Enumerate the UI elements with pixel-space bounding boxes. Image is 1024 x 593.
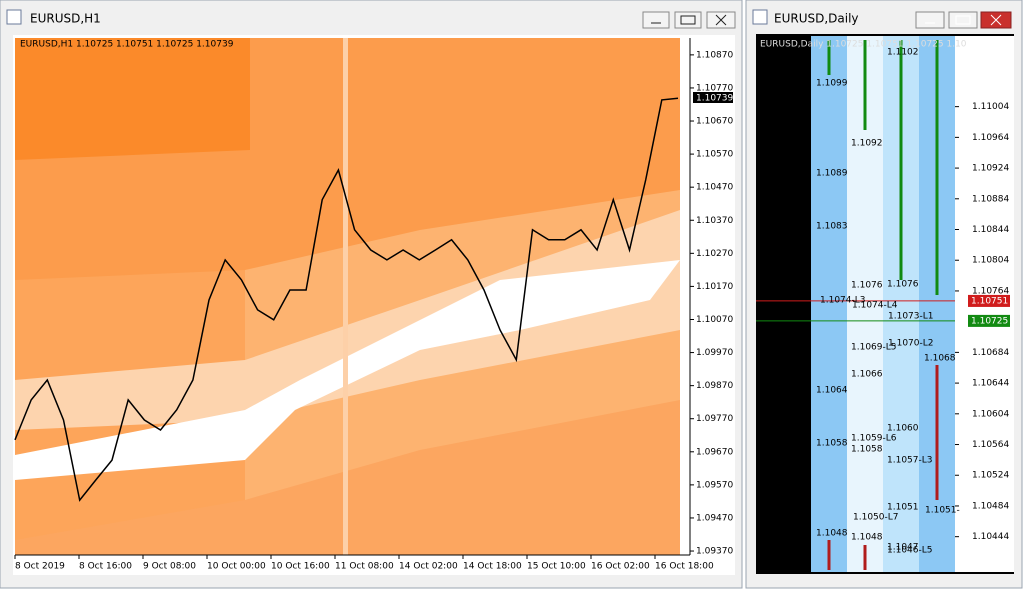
level-label: 1.1068	[924, 354, 956, 364]
y-tick-label: 1.09870	[696, 381, 733, 391]
price-line	[14, 97, 679, 502]
level-label: 1.1076	[851, 281, 883, 291]
window-icon	[752, 9, 768, 25]
y-tick-label: 1.09370	[696, 547, 733, 557]
level-column	[811, 36, 847, 572]
y-tick-label: 1.10870	[696, 50, 733, 60]
level-label: 1.1073-L1	[888, 312, 933, 322]
y-tick-label: 1.10370	[696, 216, 733, 226]
y-tick-label: 1.10804	[972, 256, 1009, 266]
level-label: 1.1069-L5	[851, 343, 896, 353]
level-label: 1.1060	[887, 424, 919, 434]
y-tick-label: 1.10684	[972, 348, 1009, 358]
level-label: 1.1074-L4	[852, 301, 898, 311]
y-tick-label: 1.09770	[696, 414, 733, 424]
y-tick-label: 1.10844	[972, 225, 1009, 235]
band-top	[15, 38, 250, 160]
level-label: 1.1050-L7	[853, 513, 898, 523]
level-label: 1.1092	[851, 139, 883, 149]
y-tick-label: 1.11004	[972, 102, 1009, 112]
y-tick-label: 1.10444	[972, 532, 1009, 542]
level-label: 1.1058	[816, 439, 848, 449]
x-tick-label: 16 Oct 18:00	[655, 562, 714, 572]
ask-tag: 1.10751	[971, 296, 1008, 306]
price-tag: 1.10739	[696, 94, 733, 104]
price-scale	[690, 38, 735, 555]
level-label: 1.1051	[887, 503, 919, 513]
x-tick-label: 14 Oct 02:00	[399, 562, 458, 572]
level-label: 1.1089	[816, 169, 848, 179]
level-label: 1.1058	[851, 445, 883, 455]
level-label: 1.1047	[887, 543, 919, 553]
level-label: 1.1070-L2	[888, 339, 933, 349]
y-tick-label: 1.10570	[696, 150, 733, 160]
level-label: 1.1057-L3	[887, 456, 932, 466]
y-tick-label: 1.10564	[972, 440, 1009, 450]
y-tick-label: 1.10884	[972, 194, 1009, 204]
level-label: 1.1102	[887, 48, 919, 58]
level-label: 1.1051-	[925, 506, 960, 516]
y-tick-label: 1.10604	[972, 409, 1009, 419]
y-tick-label: 1.10170	[696, 282, 733, 292]
window-title: EURUSD,H1	[30, 12, 101, 26]
ask-tag-box	[968, 294, 1010, 307]
y-tick-label: 1.09470	[696, 513, 733, 523]
level-label: 1.1074-L3	[820, 296, 865, 306]
y-tick-label: 1.10484	[972, 501, 1009, 511]
level-label: 1.1076	[887, 280, 919, 290]
level-label: 1.1059-L6	[851, 434, 897, 444]
window-icon	[6, 9, 22, 25]
level-label: 1.1048	[816, 529, 848, 539]
level-label: 1.1046-L5	[887, 546, 932, 556]
y-tick-label: 1.10964	[972, 133, 1009, 143]
chart-shift	[680, 38, 690, 555]
y-tick-label: 1.10764	[972, 286, 1009, 296]
price-tag-box	[693, 92, 733, 103]
y-tick-label: 1.10070	[696, 315, 733, 325]
y-tick-label: 1.10670	[696, 117, 733, 127]
y-tick-label: 1.09570	[696, 480, 733, 490]
maximize-button[interactable]	[674, 11, 702, 29]
x-tick-label: 8 Oct 2019	[15, 562, 65, 572]
level-label: 1.1048	[851, 533, 883, 543]
y-tick-label: 1.10924	[972, 164, 1009, 174]
level-label: 1.1066	[851, 370, 883, 380]
level-bars-green	[827, 40, 939, 295]
chart-info: EURUSD,H1 1.10725 1.10751 1.10725 1.1073…	[20, 40, 234, 50]
bid-tag-box	[968, 314, 1010, 327]
level-label: 1.1099	[816, 79, 848, 89]
y-tick-label: 1.10270	[696, 249, 733, 259]
x-tick-label: 11 Oct 08:00	[335, 562, 394, 572]
y-tick-label: 1.10524	[972, 471, 1009, 481]
level-bars-red	[827, 365, 939, 570]
x-tick-label: 15 Oct 10:00	[527, 562, 586, 572]
y-tick-label: 1.10470	[696, 183, 733, 193]
minimize-button[interactable]	[915, 11, 945, 29]
y-tick-label: 1.10770	[696, 83, 733, 93]
band-inner	[15, 210, 680, 430]
x-tick-label: 14 Oct 18:00	[463, 562, 522, 572]
y-tick-label: 1.09970	[696, 348, 733, 358]
x-tick-label: 8 Oct 16:00	[79, 562, 132, 572]
bid-tag: 1.10725	[971, 316, 1008, 326]
level-label: 1.1064	[816, 386, 848, 396]
maximize-button[interactable]	[948, 11, 978, 29]
x-tick-label: 10 Oct 00:00	[207, 562, 266, 572]
y-tick-label: 1.09670	[696, 447, 733, 457]
button-glyphs	[651, 14, 727, 26]
button-glyphs	[925, 14, 1002, 26]
x-tick-label: 9 Oct 08:00	[143, 562, 196, 572]
session-divider	[343, 38, 348, 555]
y-tick-label: 1.10644	[972, 379, 1009, 389]
level-label: 1.1083	[816, 222, 848, 232]
minimize-button[interactable]	[642, 11, 670, 29]
window-title: EURUSD,Daily	[774, 12, 859, 26]
x-tick-label: 16 Oct 02:00	[591, 562, 650, 572]
x-tick-label: 10 Oct 16:00	[271, 562, 330, 572]
chart-info: EURUSD,Daily 1.10725 1.10751 1.10725 1.1…	[760, 40, 967, 50]
